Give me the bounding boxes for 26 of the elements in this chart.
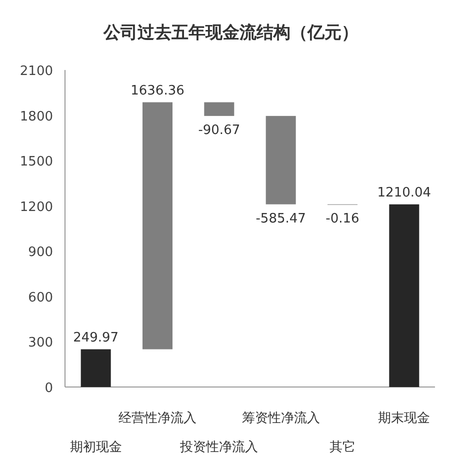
y-tick-label: 600 bbox=[28, 290, 53, 306]
x-tick-label: 筹资性净流入 bbox=[242, 410, 320, 426]
y-tick-label: 1500 bbox=[20, 154, 53, 170]
y-tick-label: 1800 bbox=[20, 109, 53, 124]
y-tick-label: 900 bbox=[28, 245, 53, 260]
data-label: 1636.36 bbox=[130, 83, 184, 98]
x-tick-label: 经营性净流入 bbox=[118, 410, 196, 426]
chart-title: 公司过去五年现金流结构（亿元） bbox=[102, 23, 358, 43]
x-tick-label: 投资性净流入 bbox=[179, 439, 258, 455]
x-tick-label: 其它 bbox=[330, 439, 356, 455]
y-tick-label: 1200 bbox=[20, 200, 53, 215]
x-tick-label: 期初现金 bbox=[70, 440, 122, 455]
bar bbox=[266, 116, 296, 204]
data-label: -90.67 bbox=[198, 122, 240, 138]
bar bbox=[142, 102, 172, 350]
bar bbox=[204, 102, 234, 116]
x-tick-label: 期末现金 bbox=[378, 411, 430, 426]
data-label: 1210.04 bbox=[377, 185, 432, 200]
data-label: 249.97 bbox=[73, 330, 119, 346]
bar bbox=[80, 349, 111, 387]
bar bbox=[389, 204, 420, 387]
y-tick-label: 2100 bbox=[20, 64, 53, 79]
data-label: -585.47 bbox=[256, 211, 306, 226]
y-tick-label: 300 bbox=[28, 336, 53, 351]
data-label: -0.16 bbox=[326, 211, 360, 226]
y-tick-label: 0 bbox=[44, 381, 53, 396]
